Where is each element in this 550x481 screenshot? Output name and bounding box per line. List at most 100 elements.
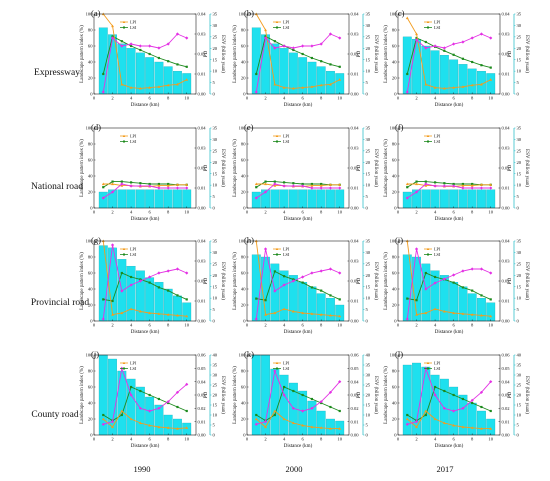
- lsi-point: [310, 397, 314, 401]
- lsi-point: [489, 298, 492, 301]
- lsi-point: [176, 405, 179, 409]
- esv-bar: [279, 374, 289, 436]
- row-label-expressway: Expressway: [34, 68, 80, 78]
- pd-tick-label: 0.01: [502, 299, 511, 304]
- esv-bar: [279, 270, 289, 322]
- lsi-point: [338, 409, 341, 413]
- x-tick-label: 6: [148, 210, 151, 215]
- legend-lsi-label: LSI: [434, 366, 441, 371]
- lsi-point: [461, 397, 465, 401]
- esv-tick-label: 35: [366, 126, 371, 131]
- pd-axis-title: PD: [204, 50, 209, 57]
- esv-tick-label: 25: [213, 34, 218, 39]
- left-tick-label: 100: [239, 239, 247, 244]
- esv-tick-label: 5: [517, 307, 520, 312]
- pd-point: [110, 420, 115, 424]
- x-tick-label: 2: [264, 323, 267, 328]
- legend-lsi-marker: [427, 140, 429, 143]
- x-tick-label: 0: [397, 210, 400, 215]
- pd-point: [166, 269, 170, 273]
- lpi-point: [452, 311, 456, 315]
- x-tick-label: 6: [301, 323, 304, 328]
- legend-lpi-marker: [275, 20, 279, 23]
- x-tick-label: 10: [488, 323, 493, 328]
- x-tick-label: 2: [264, 437, 267, 442]
- lpi-point: [129, 417, 133, 421]
- legend-lsi-marker: [123, 253, 125, 256]
- x-tick-label: 2: [415, 96, 418, 101]
- pd-tick-label: 0.02: [351, 52, 360, 57]
- x-tick-label: 0: [246, 96, 249, 101]
- esv-tick-label: 5: [517, 194, 520, 199]
- esv-bar: [486, 302, 496, 322]
- panel-label: (f): [395, 122, 404, 132]
- x-tick-label: 4: [283, 96, 286, 101]
- x-tick-label: 8: [320, 323, 323, 328]
- pd-point: [310, 406, 314, 410]
- left-tick-label: 100: [239, 12, 247, 17]
- pd-point: [301, 409, 305, 413]
- pd-point: [166, 42, 170, 46]
- left-tick-label: 40: [88, 401, 93, 406]
- pd-point: [148, 184, 152, 188]
- lsi-line: [103, 181, 187, 188]
- left-tick-label: 20: [241, 303, 246, 308]
- esv-bar: [298, 390, 308, 436]
- x-tick-label: 6: [148, 437, 151, 442]
- esv-tick-label: 35: [517, 126, 522, 131]
- pd-point: [185, 36, 189, 40]
- x-tick-label: 8: [167, 210, 170, 215]
- legend-lsi-label: LSI: [130, 366, 137, 371]
- pd-point: [319, 400, 323, 404]
- esv-tick-label: 25: [517, 261, 522, 266]
- lsi-line: [256, 181, 340, 188]
- lpi-point: [319, 313, 323, 316]
- legend-lpi-label: LPI: [283, 134, 290, 139]
- lpi-point: [282, 307, 286, 311]
- left-tick-label: 40: [392, 60, 397, 65]
- pd-point: [138, 279, 142, 283]
- x-tick-label: 8: [167, 96, 170, 101]
- esv-tick-label: 15: [366, 171, 371, 176]
- lpi-point: [310, 312, 314, 315]
- y-left-axis-title: Landscape pattern index (%): [233, 252, 238, 310]
- pd-tick-label: 0.04: [198, 239, 207, 244]
- left-tick-label: 80: [88, 255, 93, 260]
- x-tick-label: 4: [283, 323, 286, 328]
- x-tick-label: 2: [415, 437, 418, 442]
- pd-point: [479, 32, 484, 36]
- legend-lsi-marker: [123, 26, 125, 29]
- left-tick-label: 60: [88, 158, 93, 163]
- pd-line: [407, 183, 491, 199]
- legend-lsi-marker: [276, 26, 278, 29]
- left-tick-label: 40: [392, 401, 397, 406]
- pd-point: [414, 420, 419, 424]
- lsi-point: [480, 64, 483, 67]
- x-tick-label: 4: [130, 96, 133, 101]
- left-tick-label: 0: [90, 92, 93, 97]
- lpi-point: [461, 312, 465, 315]
- esv-bar: [182, 189, 192, 209]
- lpi-point: [120, 409, 124, 413]
- pd-tick-label: 0.04: [198, 126, 207, 131]
- y-left-axis-title: Landscape pattern index (%): [80, 366, 85, 424]
- esv-bar: [326, 418, 335, 436]
- esv-tick-label: 25: [213, 261, 218, 266]
- esv-bar: [486, 73, 496, 95]
- left-tick-label: 40: [241, 401, 246, 406]
- lsi-point: [329, 405, 332, 409]
- lpi-point: [424, 311, 428, 315]
- pd-point: [405, 196, 409, 200]
- left-tick-label: 100: [390, 239, 398, 244]
- pd-tick-label: 0.03: [198, 32, 207, 37]
- esv-tick-label: 35: [366, 363, 371, 368]
- pd-point: [452, 42, 456, 46]
- panel-h: 0 20 40 60 80 100 0 2 4 6 8 10 0.00 0.01 0.02 0.03 0.04 0…: [233, 235, 378, 335]
- lsi-point: [301, 281, 304, 284]
- pd-point: [291, 46, 295, 50]
- lpi-point: [319, 83, 323, 87]
- pd-point: [185, 271, 189, 275]
- x-tick-label: 8: [320, 437, 323, 442]
- lpi-point: [470, 313, 474, 316]
- esv-bar: [477, 297, 486, 322]
